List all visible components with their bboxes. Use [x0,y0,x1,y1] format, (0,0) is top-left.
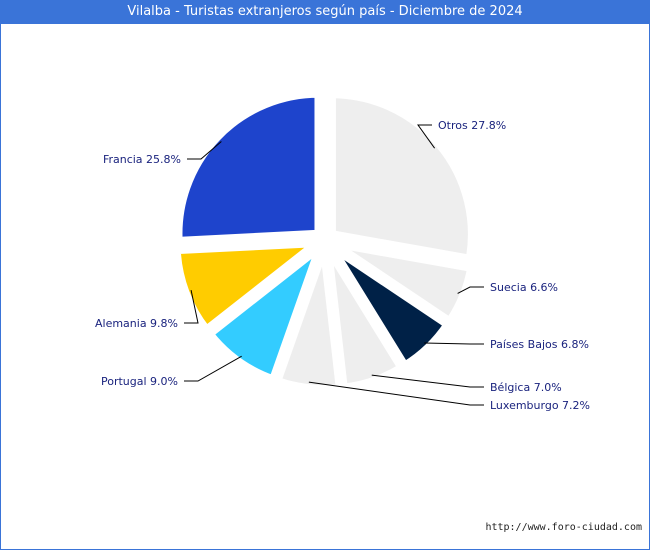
pie-slice-belgica [323,246,407,393]
pie-slice-francia [174,89,323,246]
slice-label-luxemburgo: Luxemburgo 7.2% [490,399,590,412]
slice-label-belgica: Bélgica 7.0% [490,381,562,394]
slice-label-otros: Otros 27.8% [438,119,506,132]
pie-slice-portugal [204,235,329,385]
slice-label-alemania: Alemania 9.8% [95,317,178,330]
pie-slice-alemania [172,238,329,336]
leader-line-otros [417,124,436,149]
slice-label-paises-bajos: Países Bajos 6.8% [490,338,589,351]
pie-slice-luxemburgo [272,247,345,393]
leader-line-francia [187,141,222,160]
slice-label-francia: Francia 25.8% [103,153,181,166]
leader-line-paises-bajos [424,342,484,345]
chart-title: Vilalba - Turistas extranjeros según paí… [0,0,650,24]
source-url: http://www.foro-ciudad.com [485,522,642,533]
leader-line-portugal [184,355,242,382]
leader-line-belgica [371,374,484,388]
leader-line-suecia [457,286,484,294]
leader-line-luxemburgo [308,381,484,406]
slice-label-portugal: Portugal 9.0% [101,375,178,388]
leader-line-alemania [184,290,199,324]
slice-label-suecia: Suecia 6.6% [490,281,558,294]
pie-slice-otros [327,90,476,264]
